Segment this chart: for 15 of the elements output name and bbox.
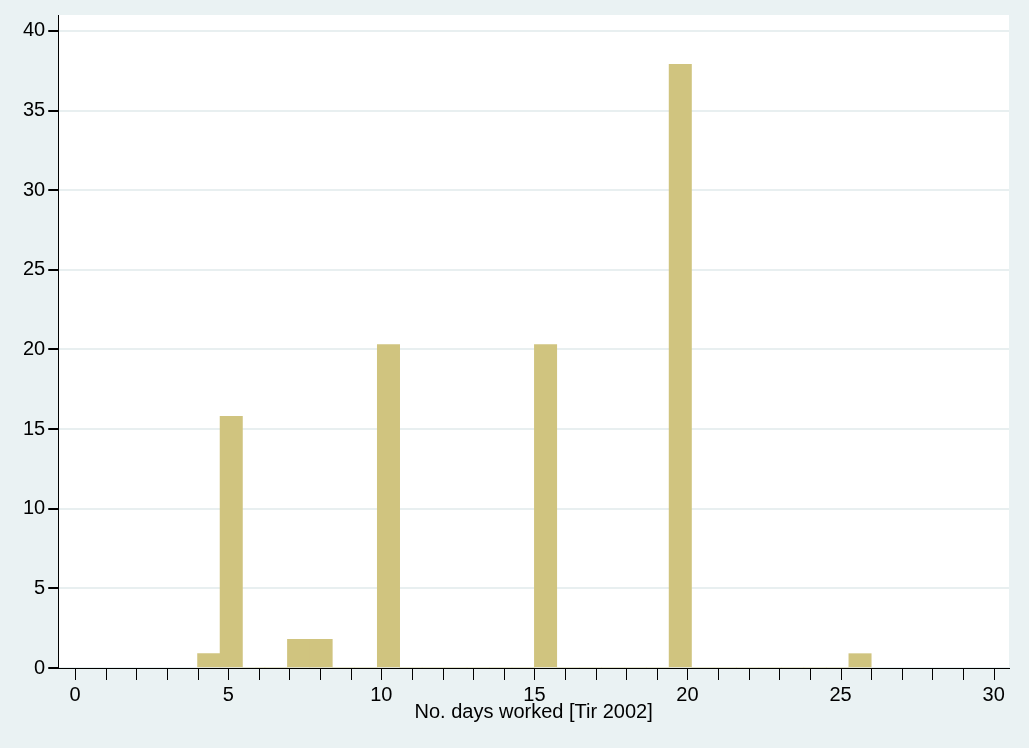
y-tick-label: 30 [23,177,46,200]
y-tick-label: 35 [23,98,46,121]
y-tick-label: 25 [23,257,46,280]
x-tick-label: 25 [829,682,852,705]
x-tick-label: 20 [676,682,699,705]
y-tick-label: 0 [34,655,46,678]
x-tick-label: 30 [982,682,1005,705]
y-tick-label: 20 [23,336,46,359]
y-tick-label: 10 [23,496,46,519]
x-tick-label: 5 [222,682,234,705]
x-tick-label: 0 [69,682,81,705]
y-tick-label: 15 [23,416,46,439]
y-tick-label: 40 [23,18,46,41]
y-tick-label: 5 [34,575,46,598]
x-tick-label: 10 [370,682,393,705]
